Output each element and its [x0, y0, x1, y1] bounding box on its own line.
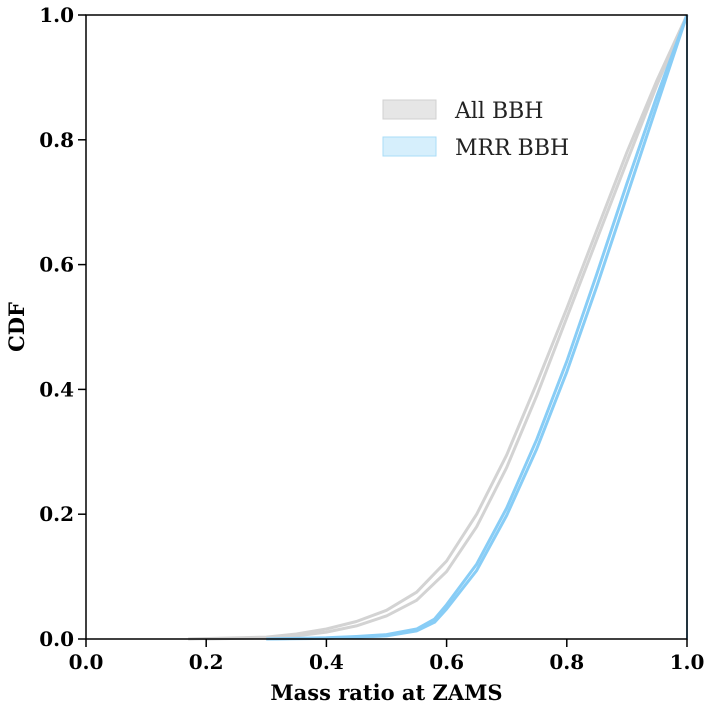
x-tick-label-3: 0.6 [429, 650, 464, 674]
x-tick-label-0: 0.0 [69, 650, 104, 674]
y-axis-label: CDF [4, 302, 29, 352]
legend-swatch-all-bbh [382, 99, 437, 120]
all-bbh-cdf-line-0 [188, 14, 689, 641]
legend-label-all-bbh: All BBH [454, 99, 543, 124]
x-tick-label-4: 0.8 [549, 650, 584, 674]
x-tick-label-5: 1.0 [670, 650, 705, 674]
series-layer [188, 14, 689, 641]
x-tick-label-1: 0.2 [189, 650, 224, 674]
y-tick-label-3: 0.6 [39, 253, 74, 277]
y-tick-label-0: 0.0 [39, 627, 74, 651]
x-tick-label-2: 0.4 [309, 650, 344, 674]
y-tick-label-4: 0.8 [39, 128, 74, 152]
y-tick-label-1: 0.2 [39, 502, 74, 526]
legend-swatch-mrr-bbh [382, 136, 437, 157]
all-bbh-cdf-line-1 [206, 14, 689, 641]
y-tick-label-5: 1.0 [39, 3, 74, 27]
y-tick-label-2: 0.4 [39, 377, 74, 401]
mrr-bbh-cdf-line-3 [266, 14, 689, 641]
legend: All BBH MRR BBH [382, 99, 569, 161]
ticks-layer: 0.0 0.2 0.4 0.6 0.8 1.0 0.0 0.2 0.4 0.6 0.8 1.0 [39, 3, 704, 674]
x-axis-label: Mass ratio at ZAMS [270, 680, 502, 705]
plot-frame [85, 14, 688, 640]
legend-label-mrr-bbh: MRR BBH [455, 136, 569, 161]
